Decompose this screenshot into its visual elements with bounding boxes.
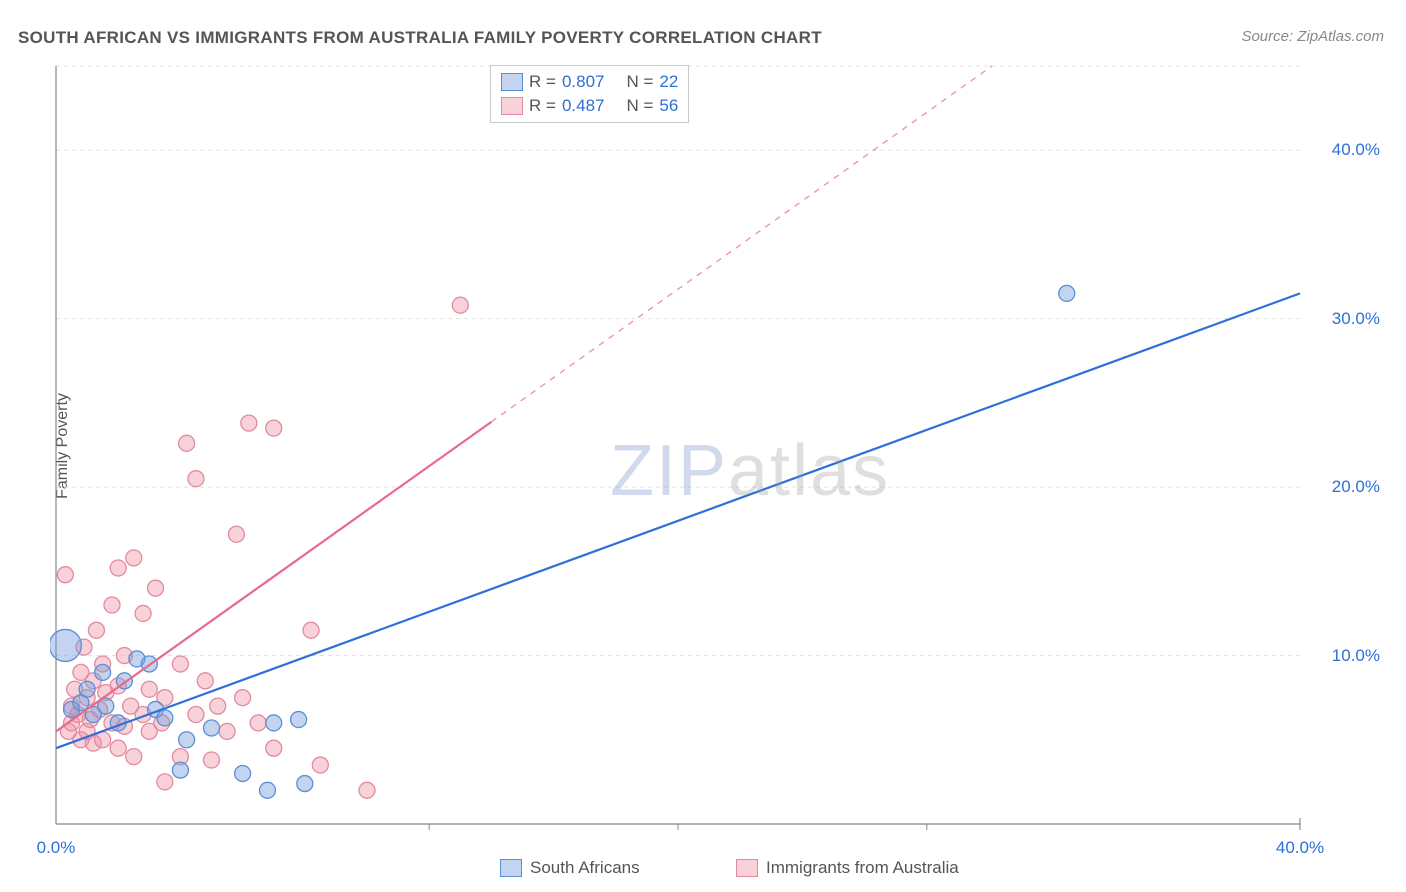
legend-swatch bbox=[501, 97, 523, 115]
legend-swatch bbox=[500, 859, 522, 877]
chart-svg bbox=[50, 60, 1380, 830]
legend-swatch bbox=[501, 73, 523, 91]
legend-series-label: South Africans bbox=[530, 858, 640, 878]
x-tick-label: 0.0% bbox=[37, 838, 76, 858]
y-tick-label: 40.0% bbox=[1332, 140, 1380, 160]
chart-source: Source: ZipAtlas.com bbox=[1241, 28, 1384, 45]
legend-swatch bbox=[736, 859, 758, 877]
legend-r-label: R = bbox=[529, 72, 556, 92]
legend-n-value: 56 bbox=[659, 96, 678, 116]
legend-correlation-row: R = 0.487 N = 56 bbox=[501, 94, 678, 118]
y-tick-label: 20.0% bbox=[1332, 477, 1380, 497]
legend-n-value: 22 bbox=[659, 72, 678, 92]
legend-r-value: 0.807 bbox=[562, 72, 605, 92]
chart-title: SOUTH AFRICAN VS IMMIGRANTS FROM AUSTRAL… bbox=[18, 28, 822, 48]
legend-n-label: N = bbox=[626, 96, 653, 116]
chart-plot-area: ZIPatlas R =0.807N =22R =0.487N =56 10.0… bbox=[50, 60, 1380, 830]
x-tick-label: 40.0% bbox=[1276, 838, 1324, 858]
legend-correlation: R = 0.807 N = 22 R = 0.487 N = 56 bbox=[490, 65, 689, 123]
legend-n-label: N = bbox=[626, 72, 653, 92]
legend-correlation-row: R = 0.807 N = 22 bbox=[501, 70, 678, 94]
y-tick-label: 10.0% bbox=[1332, 646, 1380, 666]
legend-r-value: 0.487 bbox=[562, 96, 605, 116]
legend-r-label: R = bbox=[529, 96, 556, 116]
legend-series-label: Immigrants from Australia bbox=[766, 858, 959, 878]
legend-series-item: South Africans bbox=[500, 858, 640, 878]
legend-series-item: Immigrants from Australia bbox=[736, 858, 959, 878]
y-tick-label: 30.0% bbox=[1332, 309, 1380, 329]
